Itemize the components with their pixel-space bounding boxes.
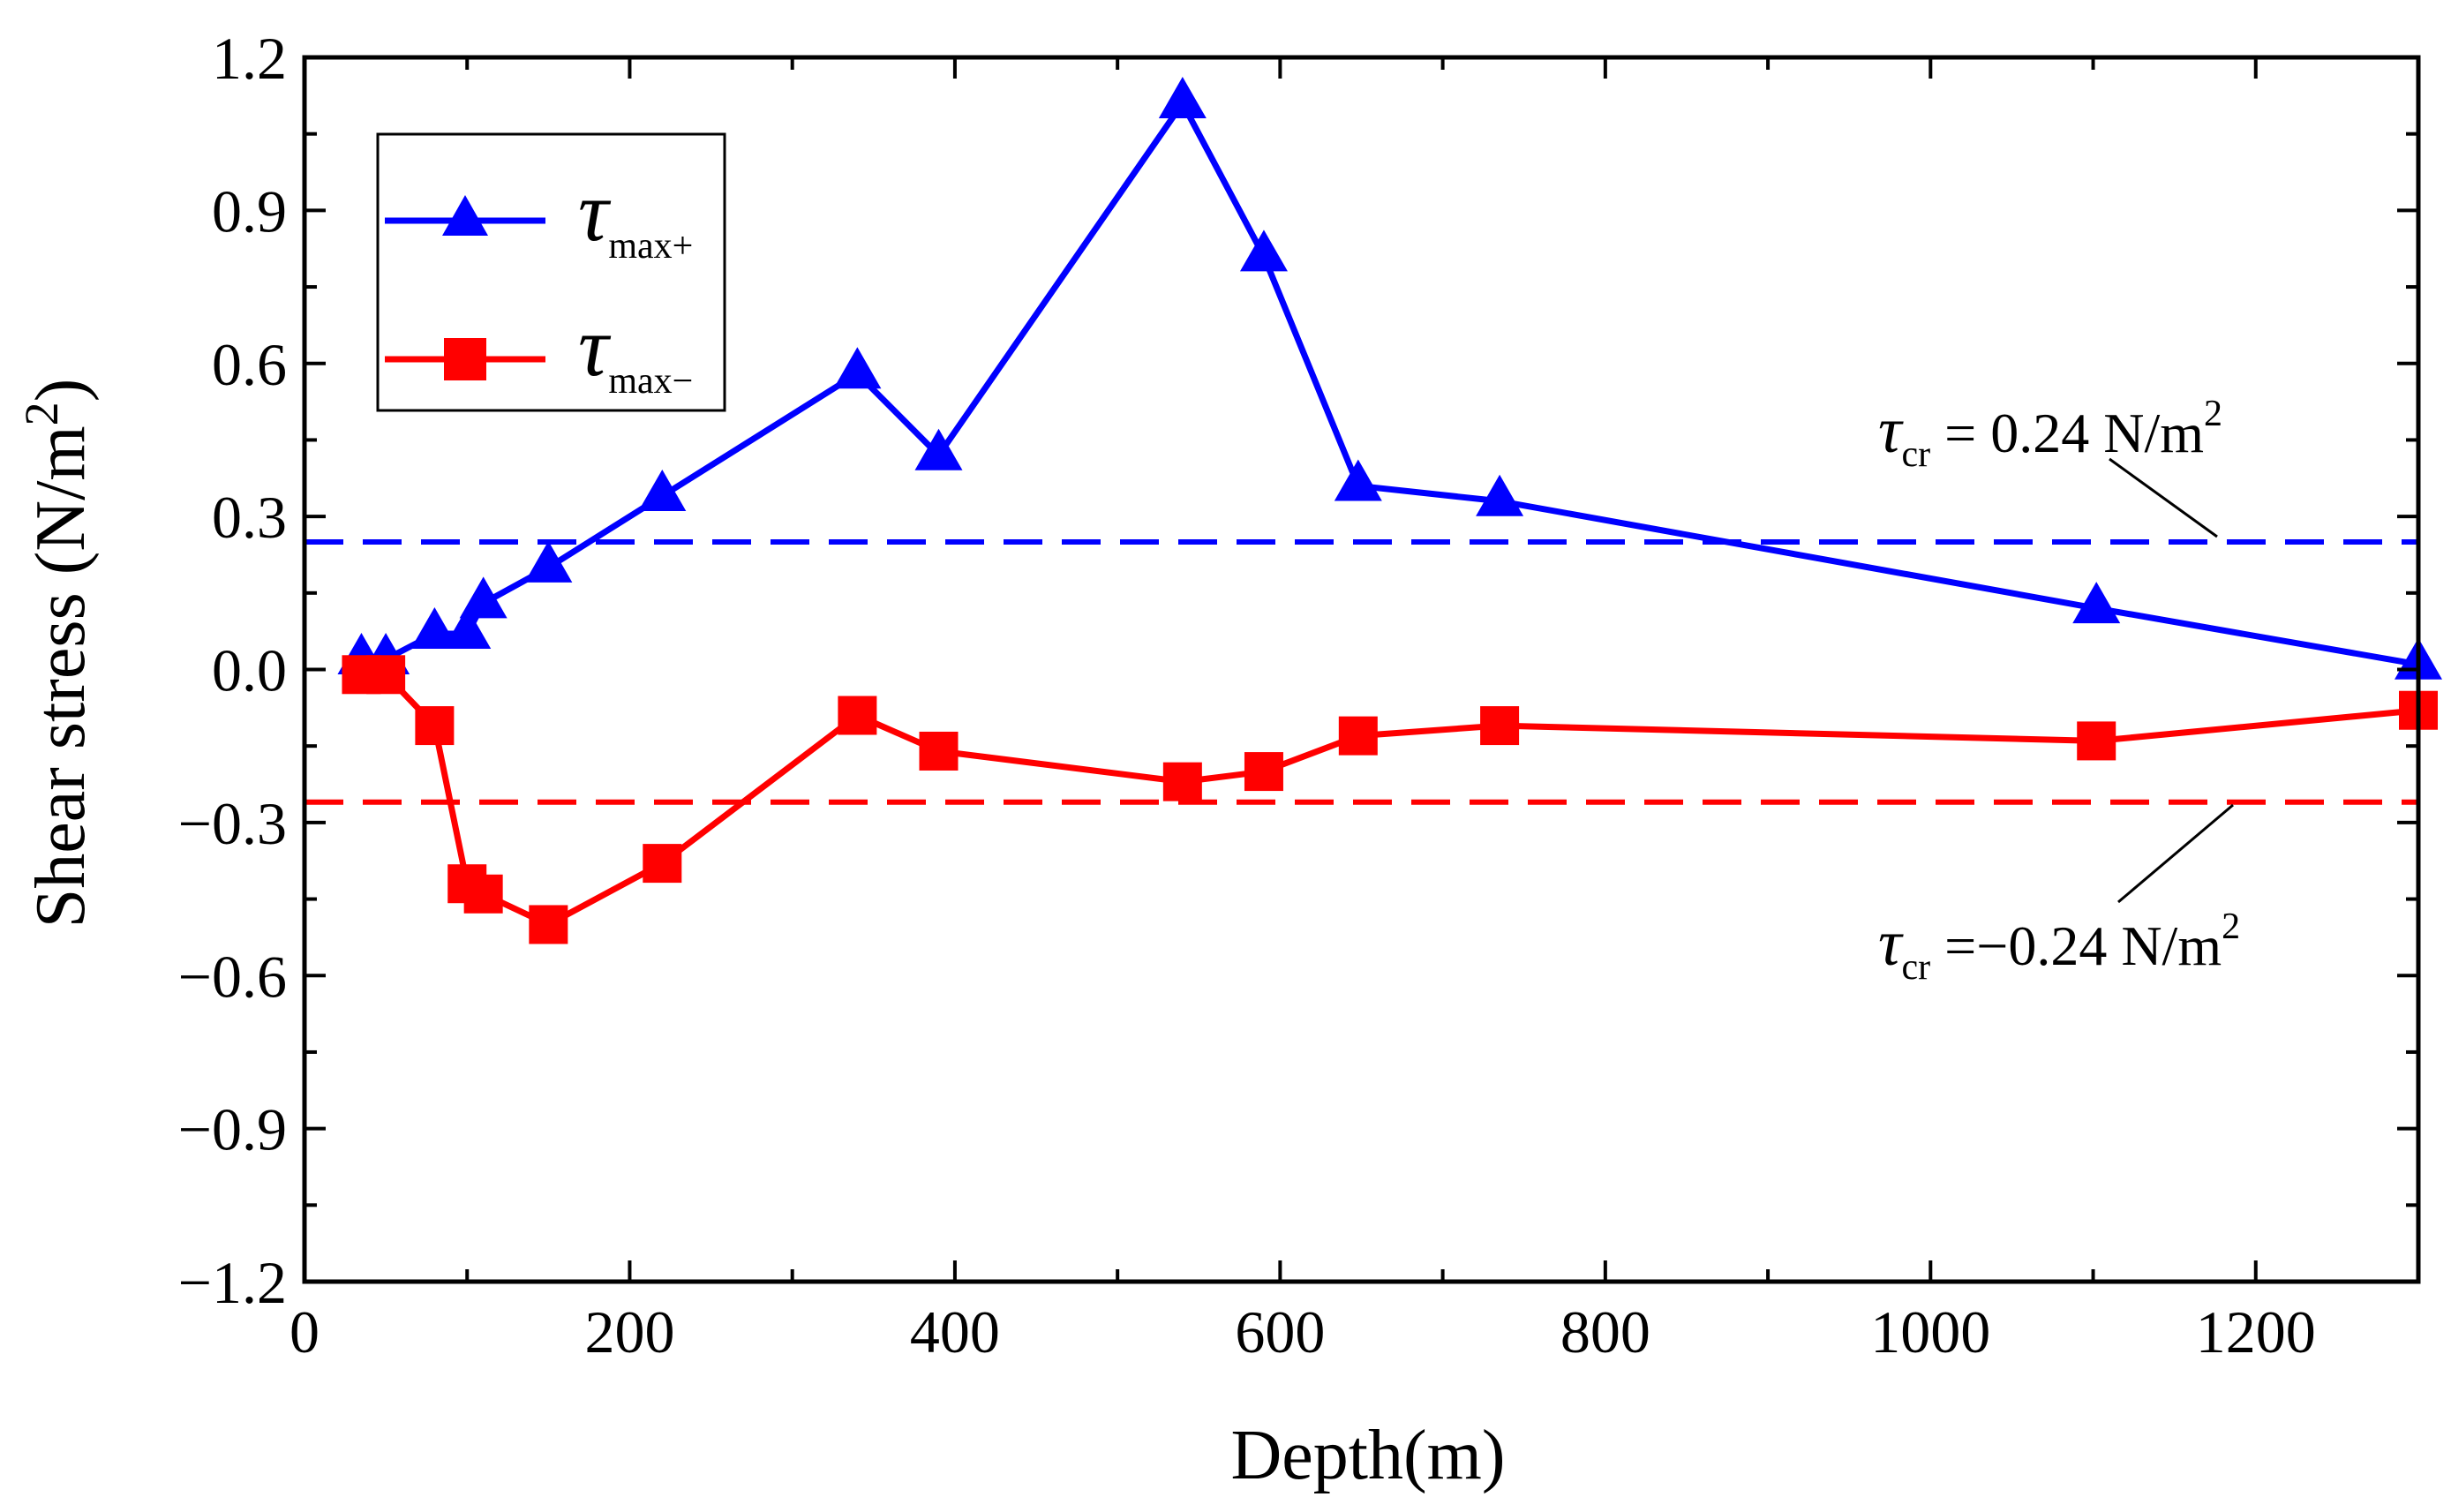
data-point-max-minus xyxy=(1162,762,1202,801)
y-tick-label: 0.3 xyxy=(212,484,287,551)
data-point-max-minus xyxy=(1480,706,1520,746)
data-point-max-plus xyxy=(1158,77,1207,119)
legend-label-max-minus: τmax− xyxy=(578,299,693,402)
data-point-max-minus xyxy=(1244,752,1283,792)
data-point-max-plus xyxy=(833,347,882,389)
x-tick-label: 1000 xyxy=(1870,1298,1990,1365)
data-point-max-minus xyxy=(415,706,455,746)
legend-entry-max-minus: τmax− xyxy=(385,299,693,402)
data-point-max-plus xyxy=(524,540,573,583)
data-point-max-plus xyxy=(914,428,963,470)
annotation-leader-positive xyxy=(2109,457,2218,538)
x-tick-label: 0 xyxy=(289,1298,320,1365)
data-point-max-minus xyxy=(2077,721,2116,761)
data-point-max-plus xyxy=(638,470,687,512)
legend-box xyxy=(376,132,726,412)
y-tick-label: 1.2 xyxy=(212,25,287,92)
y-tick-label: −0.6 xyxy=(178,943,287,1010)
data-point-max-plus xyxy=(1476,474,1524,516)
data-point-max-minus xyxy=(643,844,682,884)
legend-entry-max-plus: τmax+ xyxy=(385,164,693,267)
annotation-negative-threshold: τcr =−0.24 N/m2 xyxy=(1878,803,2240,988)
legend: τmax+ τmax− xyxy=(376,132,726,412)
annotation-text-negative: τcr =−0.24 N/m2 xyxy=(1878,906,2240,988)
data-point-max-plus xyxy=(2072,582,2121,624)
x-tick-label: 800 xyxy=(1560,1298,1650,1365)
legend-square-marker xyxy=(444,338,486,380)
annotation-leader-negative xyxy=(2117,803,2234,904)
data-point-max-plus xyxy=(1239,229,1288,272)
annotation-positive-threshold: τcr = 0.24 N/m2 xyxy=(1878,394,2222,538)
y-tick-label: −0.9 xyxy=(178,1096,287,1163)
y-tick-label: −1.2 xyxy=(178,1249,287,1316)
reference-lines xyxy=(304,539,2418,805)
series-layer xyxy=(337,77,2442,944)
data-point-max-minus xyxy=(463,874,503,914)
data-point-max-plus xyxy=(443,607,492,650)
y-tick-label: 0.9 xyxy=(212,177,287,244)
x-axis-title: Depth(m) xyxy=(1230,1417,1505,1494)
data-point-max-plus xyxy=(410,607,459,650)
data-point-max-minus xyxy=(529,905,568,944)
y-tick-label: −0.3 xyxy=(178,790,287,857)
legend-label-max-plus: τmax+ xyxy=(578,164,693,267)
data-point-max-minus xyxy=(919,731,959,771)
y-tick-label: 0.6 xyxy=(212,331,287,398)
legend-triangle-marker xyxy=(442,195,488,236)
data-point-max-minus xyxy=(1338,716,1378,756)
x-tick-label: 600 xyxy=(1235,1298,1325,1365)
axes-layer: 0 200 400 600 800 1000 1200 −1.2 −0.9 −0.6 −0.3 0.0… xyxy=(178,25,2421,1365)
data-point-max-plus xyxy=(459,576,507,619)
y-tick-label: 0.0 xyxy=(212,637,287,704)
data-point-max-minus xyxy=(838,696,877,735)
x-tick-label: 200 xyxy=(584,1298,674,1365)
annotation-text-positive: τcr = 0.24 N/m2 xyxy=(1878,394,2222,475)
y-axis-title: Shear stress (N/m2) xyxy=(15,379,100,928)
data-point-max-minus xyxy=(366,655,406,695)
data-point-max-plus xyxy=(1334,459,1382,501)
x-tick-label: 1200 xyxy=(2196,1298,2316,1365)
x-tick-label: 400 xyxy=(910,1298,1000,1365)
